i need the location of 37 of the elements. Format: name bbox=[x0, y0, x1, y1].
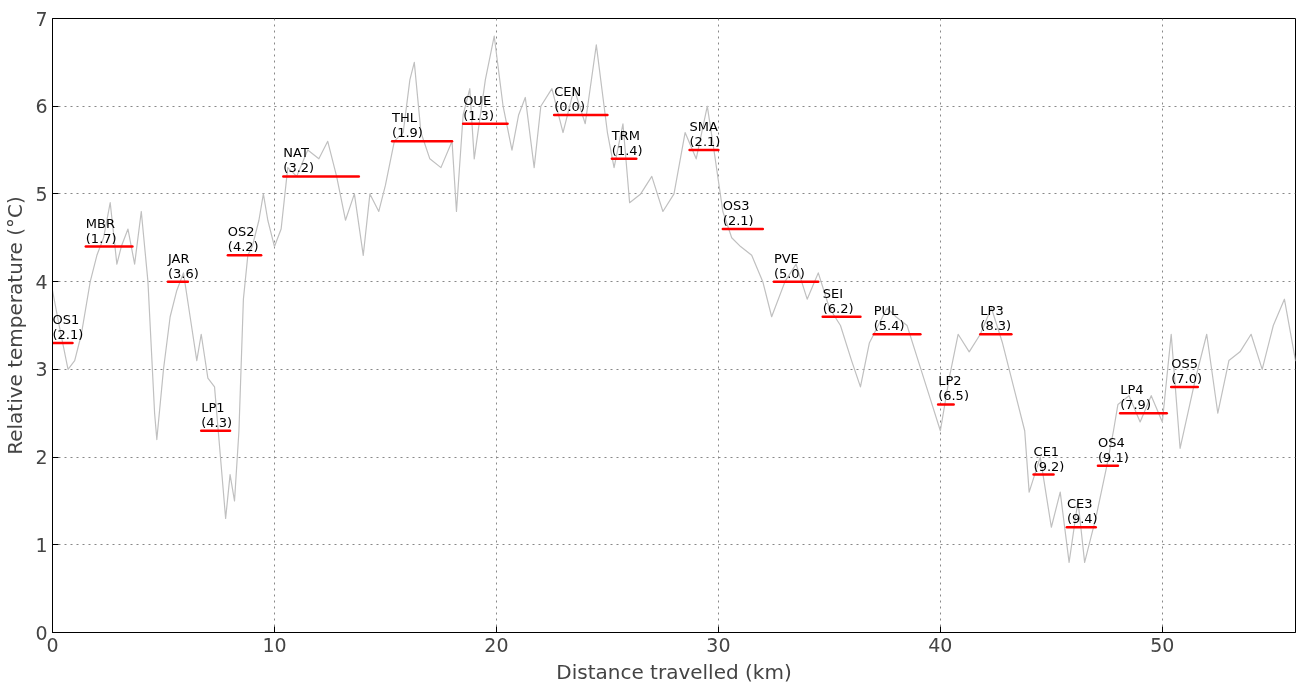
annotation: NAT (3.2) bbox=[283, 145, 315, 176]
x-tick-label: 40 bbox=[928, 633, 953, 656]
line-series bbox=[52, 35, 1296, 563]
y-tick-label: 1 bbox=[35, 533, 48, 556]
y-tick-label: 3 bbox=[35, 358, 48, 381]
y-tick-label: 4 bbox=[35, 270, 48, 293]
x-tick-label: 10 bbox=[262, 633, 287, 656]
annotation: LP1 (4.3) bbox=[201, 399, 233, 430]
annotation: SEI (6.2) bbox=[822, 285, 854, 316]
annotation: MBR (1.7) bbox=[85, 215, 117, 246]
annotation: OS4 (9.1) bbox=[1097, 434, 1129, 465]
annotation: THL (1.9) bbox=[391, 110, 423, 141]
annotation: PVE (5.0) bbox=[773, 250, 805, 281]
x-tick-label: 30 bbox=[706, 633, 731, 656]
annotation: LP2 (6.5) bbox=[938, 373, 969, 404]
x-axis-title: Distance travelled (km) bbox=[556, 659, 792, 684]
x-tick-label: 50 bbox=[1150, 633, 1175, 656]
y-tick-label: 6 bbox=[35, 95, 48, 118]
annotation: SMA (2.1) bbox=[689, 119, 721, 150]
annotation: PUL (5.4) bbox=[873, 303, 905, 334]
annotation: LP4 (7.9) bbox=[1120, 382, 1151, 413]
annotation: CEN (0.0) bbox=[554, 83, 585, 114]
x-tick-label: 20 bbox=[484, 633, 509, 656]
annotation: LP3 (8.3) bbox=[980, 303, 1012, 334]
y-axis-title: Relative temperature (°C) bbox=[3, 196, 28, 455]
annotation: CE1 (9.2) bbox=[1033, 443, 1065, 474]
annotation: CE3 (9.4) bbox=[1066, 496, 1098, 527]
annotation: OS3 (2.1) bbox=[722, 198, 754, 229]
annotation: OS5 (7.0) bbox=[1171, 355, 1203, 386]
annotation: OS2 (4.2) bbox=[227, 224, 259, 255]
annotation: JAR (3.6) bbox=[166, 250, 199, 281]
annotation: OUE (1.3) bbox=[463, 92, 494, 123]
y-tick-label: 2 bbox=[35, 446, 48, 469]
annotation: TRM (1.4) bbox=[610, 127, 643, 158]
y-tick-label: 5 bbox=[35, 182, 48, 205]
y-tick-label: 7 bbox=[35, 7, 48, 30]
annotation: OS1 (2.1) bbox=[52, 312, 84, 343]
